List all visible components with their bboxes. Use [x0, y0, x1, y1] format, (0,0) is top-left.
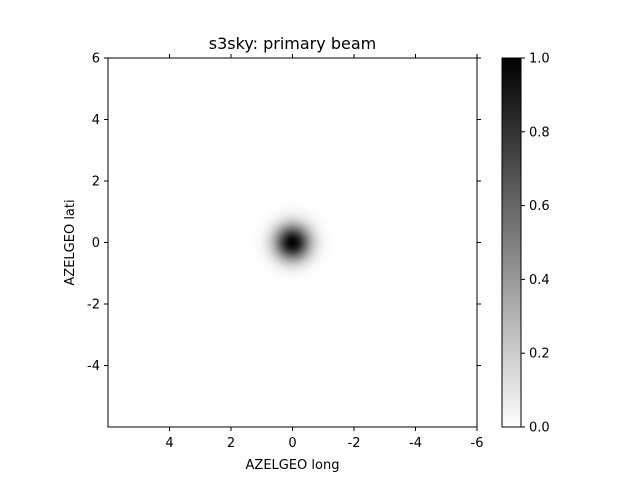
colorbar-tick-label: 0.6	[529, 199, 550, 214]
x-tick-label: -2	[348, 436, 361, 451]
colorbar	[501, 57, 522, 428]
colorbar-tick-label: 0.2	[529, 347, 550, 362]
colorbar-tick-label: 0.8	[529, 125, 550, 140]
x-axis-ticks: 4 2 0 -2 -4 -6	[165, 54, 483, 451]
x-axis-label: AZELGEO long	[246, 458, 340, 473]
colorbar-tick-label: 0.4	[529, 273, 550, 288]
x-tick-label: -4	[409, 436, 422, 451]
x-tick-label: 4	[165, 436, 173, 451]
y-axis-label: AZELGEO lati	[63, 199, 78, 285]
y-tick-label: -2	[87, 298, 100, 313]
colorbar-tick-label: 0.0	[529, 421, 550, 436]
chart-title: s3sky: primary beam	[209, 34, 376, 53]
y-axis-ticks: 6 4 2 0 -2 -4	[87, 52, 481, 374]
colorbar-ticks: 0.0 0.2 0.4 0.6 0.8 1.0	[521, 52, 550, 436]
x-tick-label: 0	[288, 436, 296, 451]
y-tick-label: -4	[87, 359, 100, 374]
y-tick-label: 4	[92, 113, 100, 128]
x-tick-label: 2	[227, 436, 235, 451]
beam-spot	[243, 193, 342, 292]
x-tick-label: -6	[471, 436, 484, 451]
colorbar-tick-label: 1.0	[529, 52, 550, 67]
y-tick-label: 2	[92, 175, 100, 190]
y-tick-label: 6	[92, 52, 100, 67]
y-tick-label: 0	[92, 236, 100, 251]
